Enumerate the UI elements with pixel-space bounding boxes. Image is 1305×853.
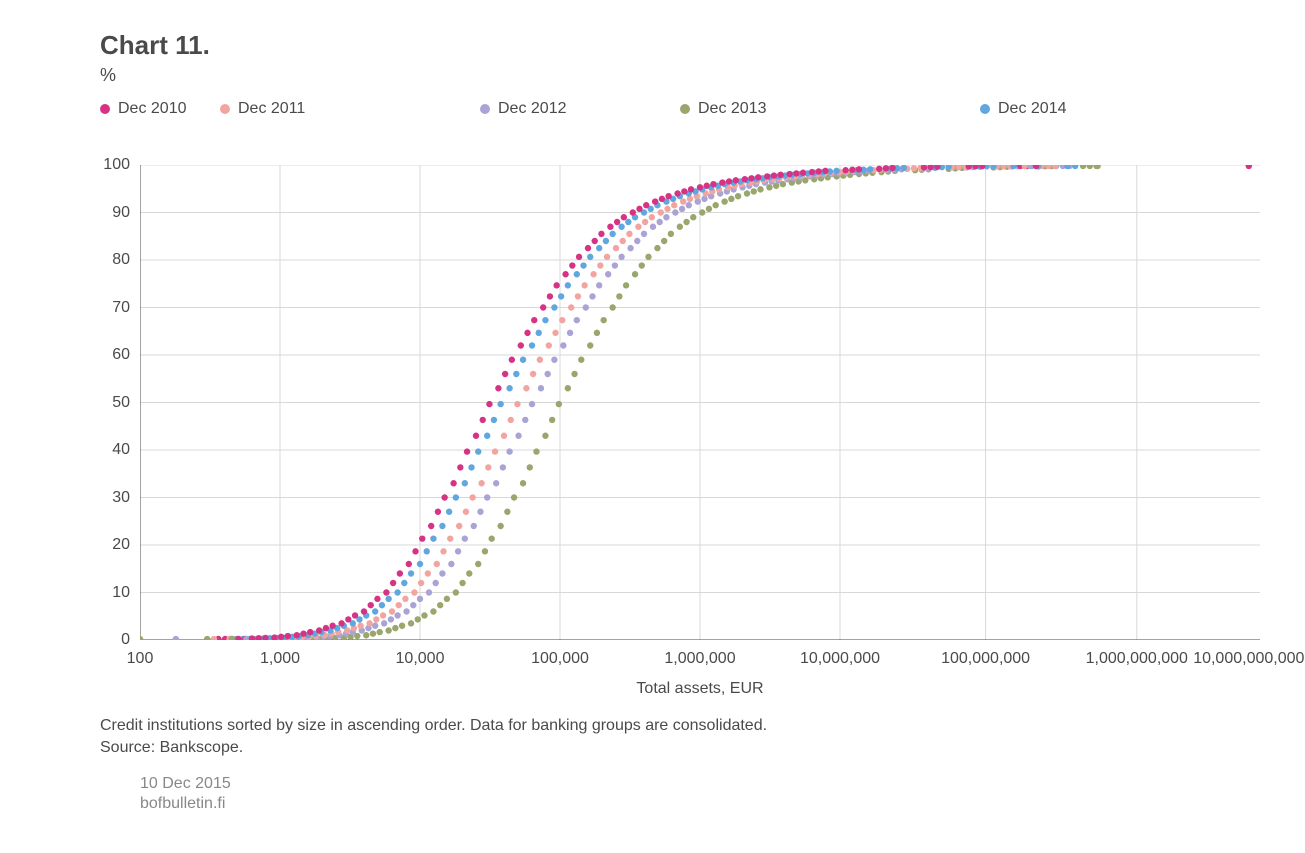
chart-plot-area <box>140 165 1260 640</box>
y-tick-label: 20 <box>80 536 130 554</box>
legend-marker-icon <box>680 104 690 114</box>
y-tick-label: 70 <box>80 299 130 317</box>
legend-marker-icon <box>100 104 110 114</box>
legend-item: Dec 2010 <box>100 100 220 118</box>
x-tick-label: 1,000,000 <box>664 650 735 668</box>
x-tick-label: 10,000 <box>396 650 445 668</box>
chart-svg <box>140 165 1260 640</box>
chart-legend: Dec 2010 Dec 2011 Dec 2012 Dec 2013 Dec 2014 <box>100 100 1200 118</box>
y-tick-label: 30 <box>80 489 130 507</box>
y-tick-label: 60 <box>80 346 130 364</box>
y-tick-label: 0 <box>80 631 130 649</box>
legend-item: Dec 2011 <box>220 100 480 118</box>
y-tick-label: 50 <box>80 394 130 412</box>
chart-container: Chart 11. % Dec 2010Dec 2011Dec 2012Dec … <box>0 0 1305 853</box>
publication-source: bofbulletin.fi <box>140 795 225 813</box>
x-tick-label: 1,000 <box>260 650 300 668</box>
y-tick-label: 90 <box>80 204 130 222</box>
x-tick-label: 100,000 <box>531 650 589 668</box>
publication-date: 10 Dec 2015 <box>140 775 231 793</box>
legend-label: Dec 2013 <box>698 100 767 118</box>
x-tick-label: 10,000,000 <box>800 650 880 668</box>
x-axis-title: Total assets, EUR <box>140 680 1260 698</box>
legend-label: Dec 2010 <box>118 100 187 118</box>
x-tick-label: 10,000,000,000 <box>1193 650 1304 668</box>
y-tick-label: 40 <box>80 441 130 459</box>
chart-footnote: Credit institutions sorted by size in as… <box>100 715 767 760</box>
y-tick-label: 10 <box>80 584 130 602</box>
chart-title: Chart 11. <box>100 30 210 61</box>
legend-marker-icon <box>220 104 230 114</box>
legend-marker-icon <box>480 104 490 114</box>
x-tick-label: 100 <box>127 650 154 668</box>
legend-marker-icon <box>980 104 990 114</box>
x-tick-label: 1,000,000,000 <box>1086 650 1188 668</box>
legend-item: Dec 2013 <box>680 100 980 118</box>
y-tick-label: 100 <box>80 156 130 174</box>
x-tick-label: 100,000,000 <box>941 650 1030 668</box>
legend-item: Dec 2012 <box>480 100 680 118</box>
legend-label: Dec 2014 <box>998 100 1067 118</box>
y-tick-label: 80 <box>80 251 130 269</box>
legend-label: Dec 2012 <box>498 100 567 118</box>
legend-item: Dec 2014 <box>980 100 1180 118</box>
y-axis-unit-label: % <box>100 65 116 86</box>
legend-label: Dec 2011 <box>238 100 305 118</box>
